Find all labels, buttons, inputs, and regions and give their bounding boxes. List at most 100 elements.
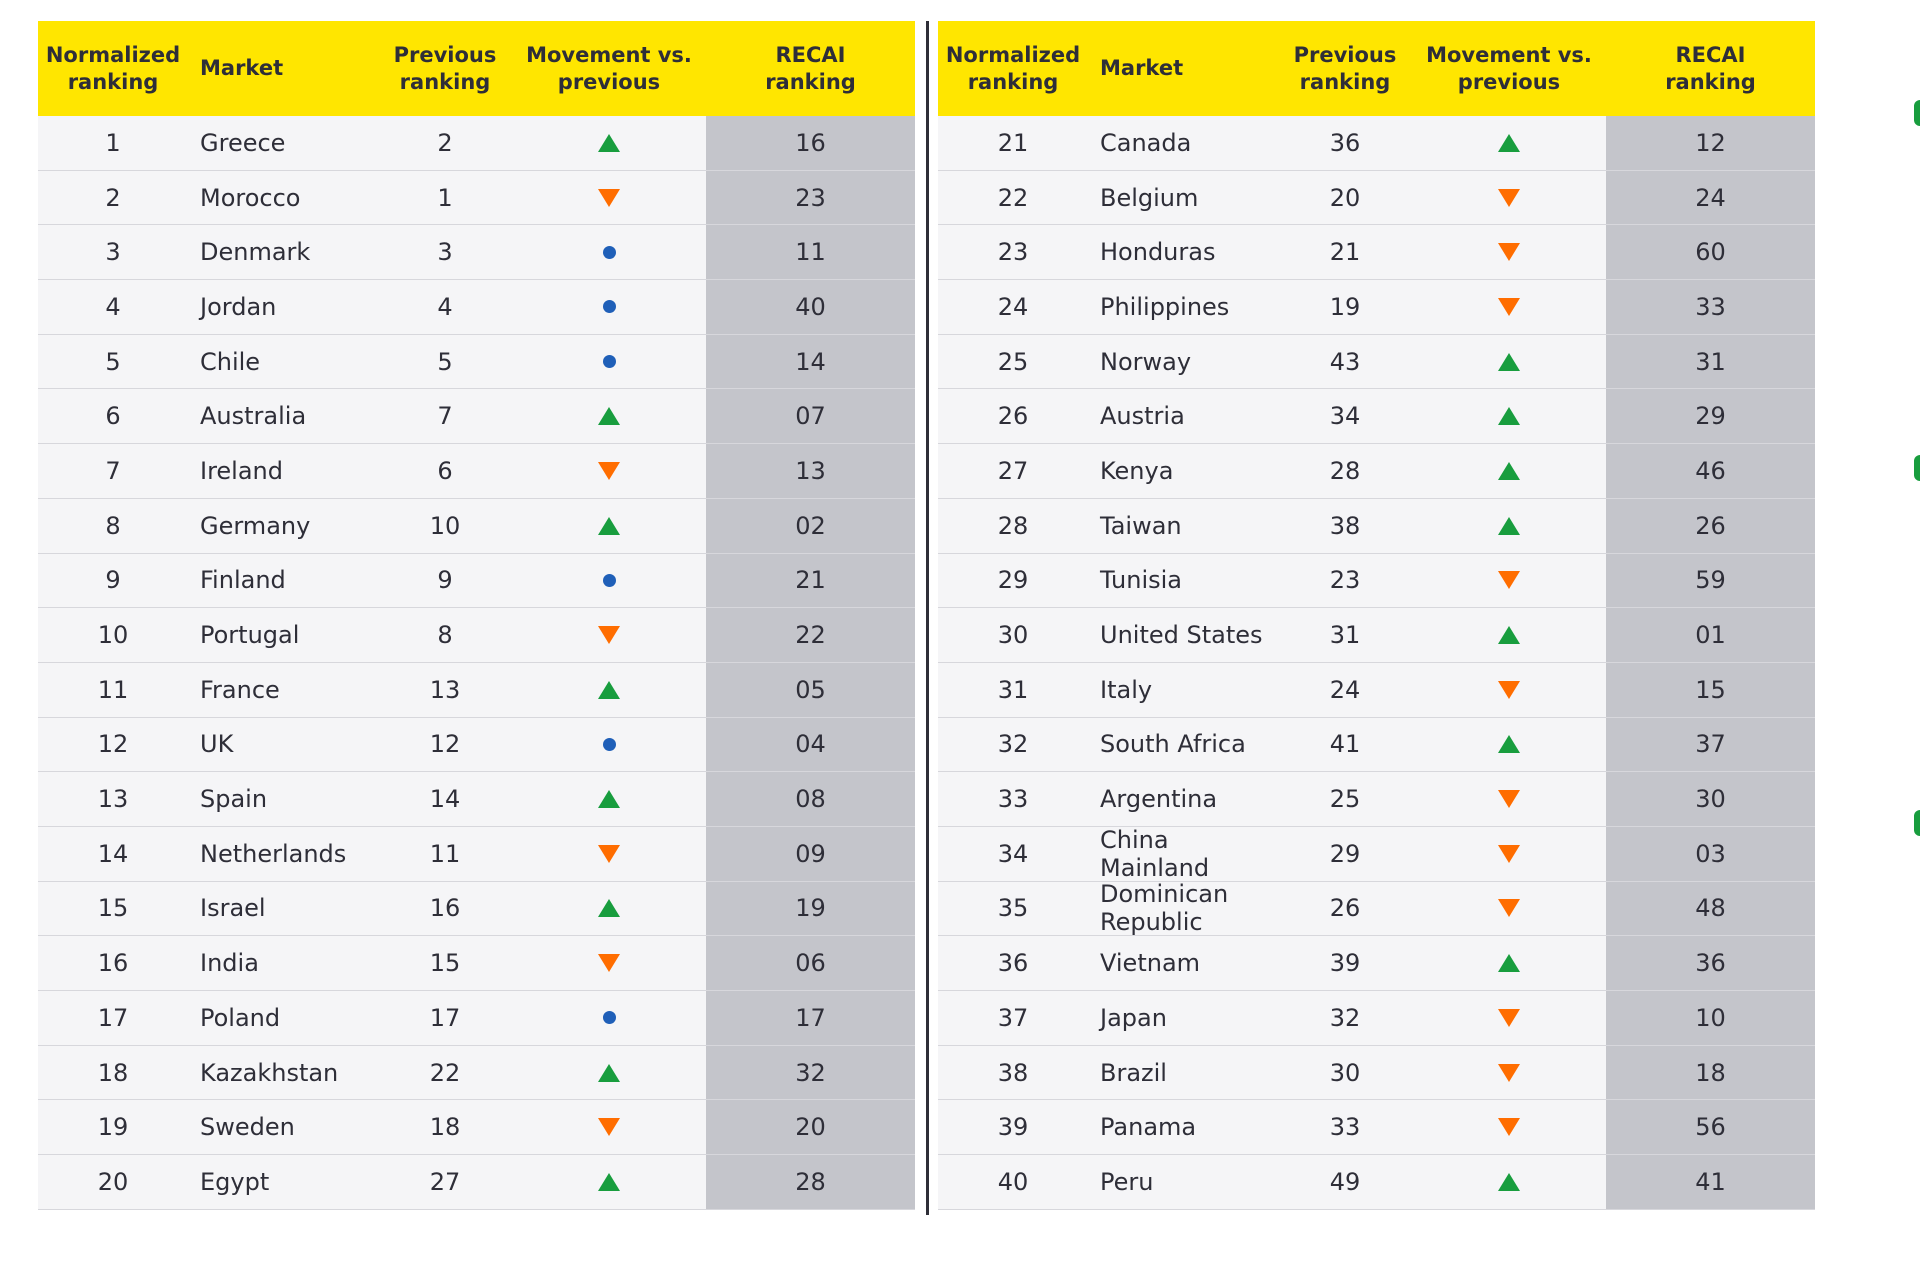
cell-previous-ranking: 12 [378,717,512,772]
triangle-down-icon [598,844,620,863]
cell-movement [1412,717,1606,772]
table-row: 1 Greece 2 16 [38,116,915,171]
table-row: 31 Italy 24 15 [938,662,1815,718]
cell-movement [512,1045,706,1100]
table-row: 9 Finland 9 21 [38,553,915,609]
cell-recai-ranking: 21 [706,553,915,608]
cell-market: South Africa [1088,717,1278,772]
header-movement: Movement vs. previous [526,42,692,94]
triangle-down-icon [1498,844,1520,863]
cell-recai-ranking: 19 [706,881,915,936]
cell-movement [512,334,706,389]
table-body: 1 Greece 2 16 2 Morocco 1 23 3 Denmark 3 11 4 Jordan 4… [38,116,915,1210]
triangle-up-icon [1498,516,1520,535]
cell-recai-ranking: 13 [706,444,915,498]
cell-previous-ranking: 33 [1278,1100,1412,1155]
cell-previous-ranking: 20 [1278,170,1412,225]
cell-previous-ranking: 5 [378,334,512,389]
table-divider [926,21,929,1215]
table-row: 16 India 15 06 [38,936,915,991]
cell-normalized-ranking: 28 [938,498,1088,553]
cell-movement [512,826,706,881]
cell-recai-ranking: 60 [1606,225,1815,280]
cell-recai-ranking: 01 [1606,608,1815,662]
cell-recai-ranking: 03 [1606,826,1815,881]
cell-normalized-ranking: 12 [38,717,188,772]
cell-market: Israel [188,881,378,936]
cell-movement [1412,608,1606,662]
cell-recai-ranking: 04 [706,717,915,772]
cell-recai-ranking: 37 [1606,717,1815,772]
cell-market: Denmark [188,225,378,280]
table-row: 36 Vietnam 39 36 [938,936,1815,991]
table-row: 22 Belgium 20 24 [938,170,1815,226]
cell-normalized-ranking: 25 [938,334,1088,389]
cell-previous-ranking: 36 [1278,116,1412,170]
cell-movement [512,444,706,498]
table-row: 18 Kazakhstan 22 32 [38,1045,915,1101]
cell-recai-ranking: 36 [1606,936,1815,990]
cell-previous-ranking: 17 [378,991,512,1045]
dot-icon [602,1011,616,1025]
cell-movement [512,280,706,334]
table-row: 14 Netherlands 11 09 [38,826,915,882]
cell-previous-ranking: 23 [1278,553,1412,608]
triangle-up-icon [598,1063,620,1082]
table-row: 37 Japan 32 10 [938,991,1815,1046]
triangle-up-icon [1498,133,1520,152]
table-row: 40 Peru 49 41 [938,1155,1815,1210]
cell-normalized-ranking: 21 [938,116,1088,170]
triangle-up-icon [598,1172,620,1191]
cell-recai-ranking: 18 [1606,1045,1815,1100]
table-row: 21 Canada 36 12 [938,116,1815,171]
cell-market: France [188,662,378,717]
cell-recai-ranking: 29 [1606,389,1815,444]
cell-normalized-ranking: 4 [38,280,188,334]
cell-market: Finland [188,553,378,608]
triangle-up-icon [1498,626,1520,645]
table-row: 28 Taiwan 38 26 [938,498,1815,554]
triangle-up-icon [1498,954,1520,973]
cell-market: Spain [188,772,378,826]
cell-market: Portugal [188,608,378,662]
dot-icon [602,355,616,369]
triangle-down-icon [598,1118,620,1137]
header-previous-ranking: Previous ranking [393,42,497,94]
cell-normalized-ranking: 35 [938,881,1088,936]
cell-movement [512,389,706,444]
cell-recai-ranking: 28 [706,1155,915,1209]
cell-previous-ranking: 2 [378,116,512,170]
cell-previous-ranking: 4 [378,280,512,334]
triangle-up-icon [598,680,620,699]
cell-recai-ranking: 22 [706,608,915,662]
table-row: 24 Philippines 19 33 [938,280,1815,335]
cell-normalized-ranking: 37 [938,991,1088,1045]
cell-market: Poland [188,991,378,1045]
cell-normalized-ranking: 14 [38,826,188,881]
triangle-down-icon [1498,790,1520,809]
cell-previous-ranking: 28 [1278,444,1412,498]
cell-normalized-ranking: 6 [38,389,188,444]
triangle-up-icon [598,407,620,426]
cell-market: Jordan [188,280,378,334]
cell-movement [1412,389,1606,444]
cell-market: Greece [188,116,378,170]
cell-recai-ranking: 05 [706,662,915,717]
cell-recai-ranking: 26 [1606,498,1815,553]
cell-previous-ranking: 26 [1278,881,1412,936]
header-normalized-ranking: Normalized ranking [945,42,1081,94]
table-body: 21 Canada 36 12 22 Belgium 20 24 23 Honduras 21 60 2… [938,116,1815,1210]
cell-market: Norway [1088,334,1278,389]
cell-normalized-ranking: 32 [938,717,1088,772]
ranking-table-right: Normalized ranking Market Previous ranking… [938,21,1815,1210]
cell-movement [512,116,706,170]
cell-normalized-ranking: 26 [938,389,1088,444]
triangle-up-icon [1498,1172,1520,1191]
cell-market: United States [1088,608,1278,662]
cell-recai-ranking: 08 [706,772,915,826]
table-header: Normalized ranking Market Previous ranking… [38,21,915,116]
cell-movement [512,498,706,553]
cell-recai-ranking: 07 [706,389,915,444]
cell-market: Brazil [1088,1045,1278,1100]
cell-recai-ranking: 23 [706,170,915,225]
